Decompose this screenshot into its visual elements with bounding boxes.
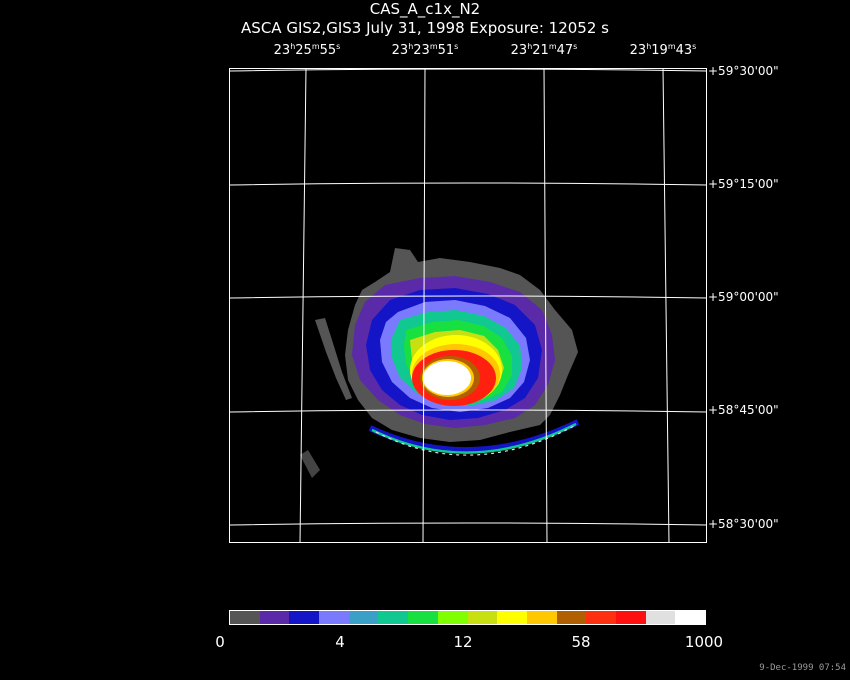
timestamp: 9-Dec-1999 07:54 — [759, 663, 846, 673]
colorbar-swatch — [378, 611, 409, 624]
image-frame — [229, 68, 707, 543]
ra-label-2: 23h23m51s — [391, 42, 459, 58]
colorbar-swatch — [259, 611, 290, 624]
colorbar-swatch — [348, 611, 379, 624]
ra-label-4: 23h19m43s — [629, 42, 697, 58]
dec-label-2: +59°15'00" — [708, 177, 779, 191]
image-title: CAS_A_c1x_N2 — [369, 0, 481, 18]
colorbar-swatch — [230, 611, 260, 624]
colorbar-swatch — [526, 611, 557, 624]
colorbar-swatch — [289, 611, 320, 624]
colorbar-swatch — [467, 611, 498, 624]
colorbar-swatch — [408, 611, 438, 624]
colorbar-swatch — [615, 611, 646, 624]
ra-label-1: 23h25m55s — [273, 42, 341, 58]
colorbar-label-0: 0 — [215, 633, 225, 651]
colorbar-swatch — [437, 611, 468, 624]
color-bar — [229, 610, 706, 625]
dec-label-3: +59°00'00" — [708, 290, 779, 304]
colorbar-swatch — [675, 611, 705, 624]
colorbar-label-2: 12 — [453, 633, 473, 651]
colorbar-swatch — [497, 611, 527, 624]
dec-label-5: +58°30'00" — [708, 517, 779, 531]
ra-label-3: 23h21m47s — [510, 42, 578, 58]
colorbar-label-3: 58 — [571, 633, 591, 651]
image-subtitle: ASCA GIS2,GIS3 July 31, 1998 Exposure: 1… — [241, 19, 609, 37]
colorbar-label-4: 1000 — [684, 633, 724, 651]
colorbar-swatch — [556, 611, 587, 624]
dec-label-1: +59°30'00" — [708, 64, 779, 78]
colorbar-label-1: 4 — [335, 633, 345, 651]
colorbar-swatch — [319, 611, 349, 624]
xray-emission — [300, 248, 580, 478]
dec-label-4: +58°45'00" — [708, 403, 779, 417]
colorbar-swatch — [645, 611, 676, 624]
colorbar-swatch — [586, 611, 616, 624]
